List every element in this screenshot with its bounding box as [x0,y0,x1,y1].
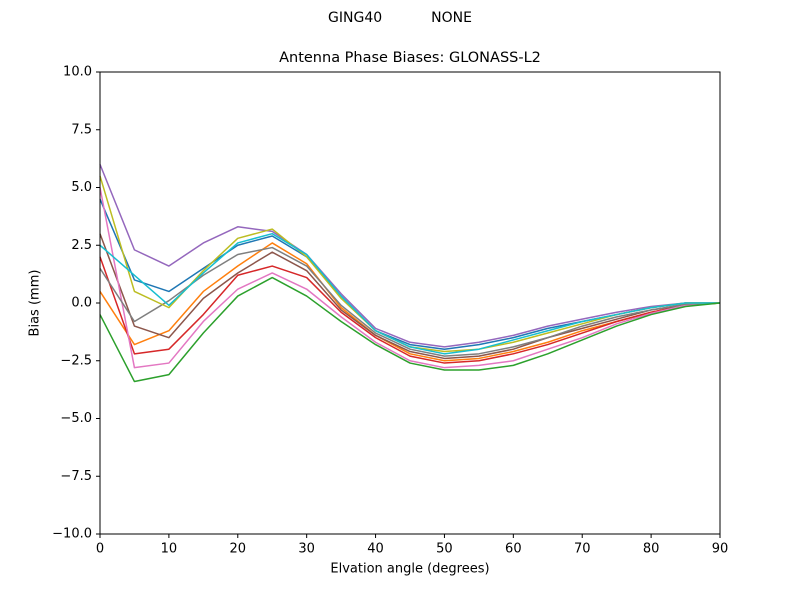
series-line [99,256,721,364]
y-tick-label: 7.5 [71,122,92,137]
x-tick-label: 0 [96,542,104,557]
series-line [99,164,720,348]
x-tick-label: 70 [574,542,591,557]
x-tick-label: 30 [298,542,315,557]
y-tick-label: −5.0 [60,411,92,426]
y-tick-label: −2.5 [60,353,92,368]
series-line [99,187,721,369]
y-tick-label: 2.5 [71,238,92,253]
x-tick-label: 60 [505,542,522,557]
x-tick-label: 20 [230,542,247,557]
series-line [99,246,721,357]
y-tick-label: −7.5 [60,469,92,484]
series-line [99,198,720,350]
y-tick-label: −10.0 [52,527,92,542]
y-tick-label: 5.0 [71,180,92,195]
series-line [99,233,721,360]
y-tick-label: 0.0 [71,296,92,311]
x-tick-label: 10 [161,542,178,557]
series-line [99,232,720,355]
series-line [99,242,721,362]
suptitle: GING40 NONE [328,10,472,26]
series-line [99,276,721,383]
x-tick-label: 50 [436,542,453,557]
y-tick-label: 10.0 [63,65,92,80]
y-axis-label: Bias (mm) [28,270,43,337]
x-tick-label: 90 [712,542,729,557]
chart-title: Antenna Phase Biases: GLONASS-L2 [279,50,541,66]
x-axis-label: Elvation angle (degrees) [330,562,489,577]
x-tick-label: 40 [367,542,384,557]
x-tick-label: 80 [643,542,660,557]
